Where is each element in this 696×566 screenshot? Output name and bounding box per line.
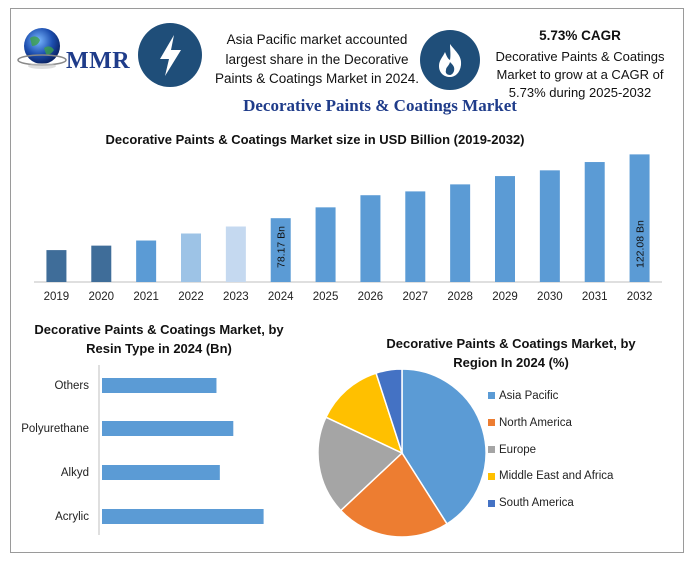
legend-swatch — [488, 499, 495, 507]
flame-icon — [420, 30, 480, 90]
bar — [225, 226, 246, 282]
globe-icon — [17, 28, 67, 69]
bar — [539, 170, 560, 282]
lightning-bolt-icon — [138, 23, 202, 87]
pie-legend-item: South America — [488, 497, 613, 524]
cagr-title: 5.73% CAGR — [539, 28, 621, 43]
pie-legend-item: Asia Pacific — [488, 390, 613, 417]
pie-legend-item: Europe — [488, 444, 613, 471]
main-title: Decorative Paints & Coatings Market — [243, 96, 517, 115]
bar — [584, 162, 605, 282]
resin-bar — [102, 421, 234, 436]
resin-tick-label: Acrylic — [55, 511, 89, 523]
resin-tick-label: Alkyd — [61, 467, 89, 479]
bar-tick-label: 2020 — [88, 291, 114, 303]
bar-tick-label: 2030 — [537, 291, 563, 303]
pie-slice — [375, 368, 403, 454]
bar — [405, 191, 426, 282]
bar — [495, 176, 515, 282]
info-left-line: largest share in the Decorative — [225, 51, 409, 67]
bar-tick-label: 2029 — [492, 291, 518, 303]
logo-text: MMR — [66, 48, 131, 74]
resin-bar — [102, 378, 217, 393]
bar — [450, 184, 471, 282]
bar-tick-label: 2019 — [44, 291, 70, 303]
bar-chart-title: Decorative Paints & Coatings Market size… — [105, 132, 525, 147]
bar-tick-label: 2022 — [178, 291, 204, 303]
bar — [270, 218, 291, 282]
cagr-block: 5.73% CAGR Decorative Paints & Coatings … — [480, 28, 680, 102]
pie-slice — [317, 416, 404, 512]
bar — [136, 240, 157, 282]
pie-slice — [324, 372, 404, 455]
legend-label: North America — [499, 416, 572, 429]
resin-tick-label: Others — [54, 380, 89, 392]
pie-legend-item: Middle East and Africa — [488, 470, 613, 497]
legend-label: Europe — [499, 443, 537, 456]
bar-tick-label: 2024 — [268, 291, 294, 303]
infographic-frame — [10, 8, 684, 553]
info-left-line: Paints & Coatings Market in 2024. — [214, 71, 420, 86]
bar-tick-label: 2026 — [358, 291, 384, 303]
info-left: Asia Pacific market accounted largest sh… — [208, 30, 426, 89]
legend-label: South America — [499, 497, 574, 510]
pie-slice — [339, 451, 449, 538]
bar-tick-label: 2027 — [402, 291, 428, 303]
bar-tick-label: 2032 — [627, 291, 653, 303]
mmr-logo: MMR — [16, 24, 136, 78]
resin-bar — [102, 509, 264, 524]
bar-tick-label: 2023 — [223, 291, 249, 303]
legend-label: Middle East and Africa — [499, 470, 614, 483]
bar-tick-label: 2031 — [582, 291, 608, 303]
bar — [629, 154, 650, 282]
legend-swatch — [488, 472, 495, 480]
bar — [91, 245, 112, 282]
bar-tick-label: 2021 — [133, 291, 159, 303]
resin-chart-title: Decorative Paints & Coatings Market, by … — [34, 322, 284, 356]
resin-tick-label: Polyurethane — [21, 423, 89, 435]
info-right-line: 5.73% during 2025-2032 — [508, 85, 652, 100]
bar — [315, 207, 336, 282]
region-chart-title: Decorative Paints & Coatings Market, by … — [386, 336, 636, 370]
bar-data-label: 78.17 Bn — [276, 226, 288, 268]
bar — [181, 233, 201, 282]
bar — [360, 195, 381, 282]
pie-legend-item: North America — [488, 417, 613, 444]
bar-tick-label: 2025 — [313, 291, 339, 303]
info-left-line: Asia Pacific market accounted — [226, 32, 408, 47]
bar — [46, 250, 67, 282]
info-right-line: Decorative Paints & Coatings — [495, 49, 665, 64]
resin-bar — [102, 465, 220, 480]
bar-data-label: 122.08 Bn — [635, 220, 647, 268]
pie-legend: Asia Pacific North America Europe Middle Ea… — [488, 390, 613, 524]
legend-swatch — [488, 419, 495, 427]
legend-swatch — [488, 392, 495, 400]
legend-label: Asia Pacific — [499, 390, 559, 402]
bar-tick-label: 2028 — [447, 291, 473, 303]
legend-swatch — [488, 446, 495, 454]
info-right-line: Market to grow at a CAGR of — [496, 67, 664, 82]
